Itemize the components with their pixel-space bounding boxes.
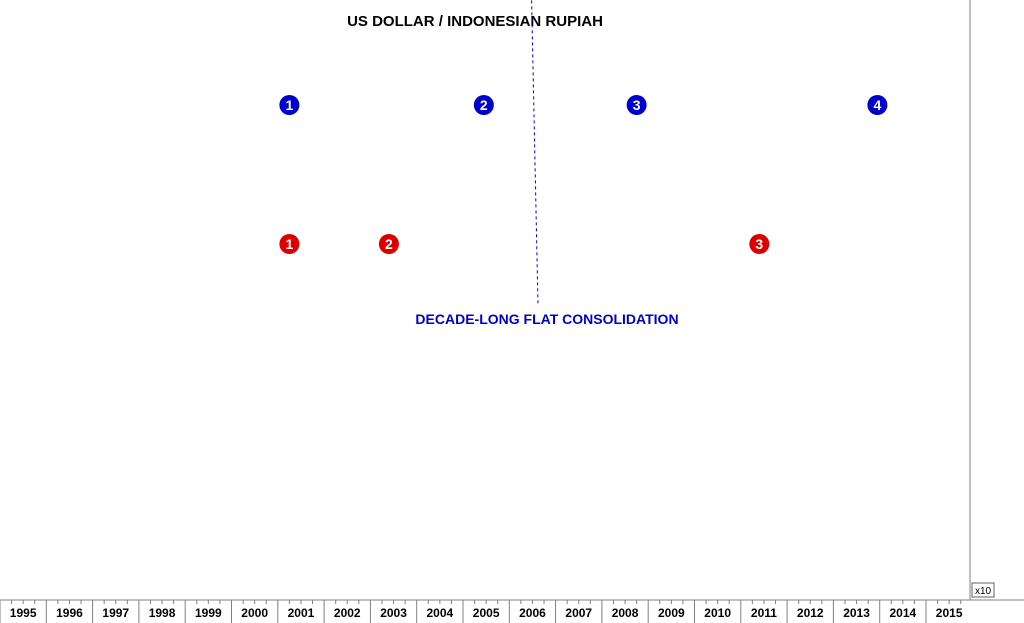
bottom-marker-1: 1 (279, 234, 300, 254)
x-axis: 1995 1996 1997 1998 1999 2000 2001 2002 2003 2004… (0, 599, 1024, 623)
bottom-marker-1-label: 1 (285, 236, 293, 252)
top-marker-1: 1 (279, 95, 300, 115)
top-marker-2-label: 2 (480, 97, 488, 113)
x-tick-label: 1997 (102, 606, 129, 620)
x-tick-label: 2005 (473, 606, 500, 620)
top-marker-4-circle (867, 95, 888, 115)
bottom-marker-3-label: 3 (755, 236, 763, 252)
x-tick-label: 2014 (889, 606, 916, 620)
x-tick-label: 2002 (334, 606, 361, 620)
x-tick-label: 2003 (380, 606, 407, 620)
top-marker-2-circle (473, 95, 494, 115)
x-tick-label: 1995 (10, 606, 37, 620)
x-tick-label: 2015 (936, 606, 963, 620)
x-tick-label: 2012 (797, 606, 824, 620)
bottom-marker-1-circle (279, 234, 300, 254)
top-marker-4-label: 4 (873, 97, 881, 113)
x-tick-label: 2007 (565, 606, 592, 620)
y-multiplier-label: x10 (975, 586, 992, 597)
x-tick-label: 2001 (288, 606, 315, 620)
bottom-marker-2-circle (378, 234, 399, 254)
bottom-marker-3-circle (749, 234, 770, 254)
top-marker-1-label: 1 (285, 97, 293, 113)
top-marker-3-circle (626, 95, 647, 115)
x-tick-label: 2011 (751, 606, 777, 620)
top-marker-1-circle (279, 95, 300, 115)
x-tick-label: 2006 (519, 606, 546, 620)
x-tick-label: 2008 (612, 606, 639, 620)
x-tick-label: 1999 (195, 606, 222, 620)
bottom-marker-2-label: 2 (385, 236, 393, 252)
annotation-text: DECADE-LONG FLAT CONSOLIDATION (415, 311, 678, 327)
x-tick-label: 2004 (426, 606, 453, 620)
bottom-marker-3: 3 (749, 234, 770, 254)
top-marker-4: 4 (867, 95, 888, 115)
y-multiplier-box (971, 582, 995, 598)
chart-title: US DOLLAR / INDONESIAN RUPIAH (347, 13, 603, 30)
x-tick-label: 2013 (843, 606, 870, 620)
x-tick-label: 2000 (241, 606, 268, 620)
x-tick-label: 1998 (149, 606, 176, 620)
top-marker-2: 2 (473, 95, 494, 115)
top-marker-3: 3 (626, 95, 647, 115)
top-marker-3-label: 3 (633, 97, 641, 113)
x-tick-label: 2009 (658, 606, 685, 620)
plot-area: 12,4008,300DECADE-LONG FLAT CONSOLIDATIO… (279, 0, 888, 327)
bottom-marker-2: 2 (378, 234, 399, 254)
y-axis: 1500100050012200.0x10 (969, 0, 995, 600)
x-tick-label: 2010 (704, 606, 731, 620)
x-tick-label: 1996 (56, 606, 83, 620)
